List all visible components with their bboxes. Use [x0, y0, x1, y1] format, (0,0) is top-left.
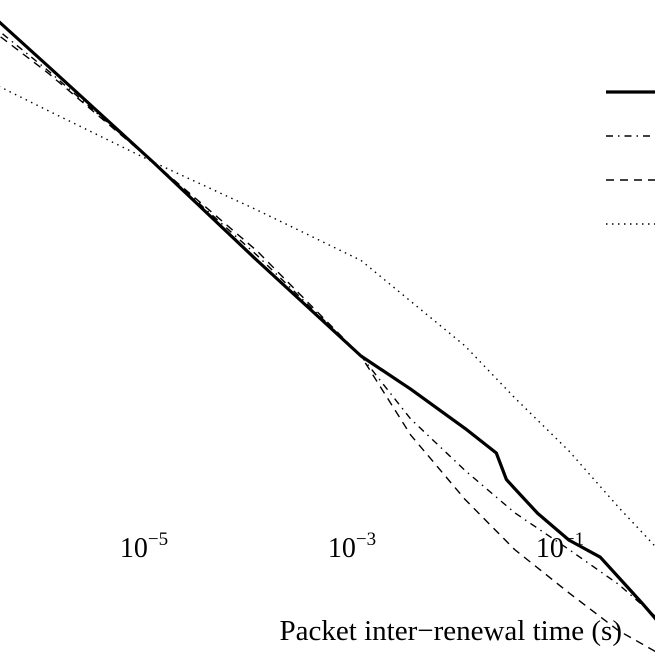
x-tick-base: 10	[536, 533, 564, 564]
x-tick-exponent: −5	[148, 529, 168, 550]
legend	[606, 90, 655, 225]
x-tick-exponent: −1	[564, 529, 584, 550]
series-line-4-dotted	[0, 86, 655, 548]
x-tick-exponent: −3	[356, 529, 376, 550]
x-tick-labels: 10−5 10−3 10−1	[120, 529, 584, 564]
x-axis-label: Packet inter−renewal time (s)	[280, 615, 622, 647]
x-tick-label-3: 10−1	[536, 529, 584, 564]
x-tick-base: 10	[328, 533, 356, 564]
x-tick-label-2: 10−3	[328, 529, 376, 564]
series-line-1-solid	[0, 20, 655, 621]
x-tick-base: 10	[120, 533, 148, 564]
series-line-2-dashdot	[0, 30, 655, 617]
x-tick-label-1: 10−5	[120, 529, 168, 564]
